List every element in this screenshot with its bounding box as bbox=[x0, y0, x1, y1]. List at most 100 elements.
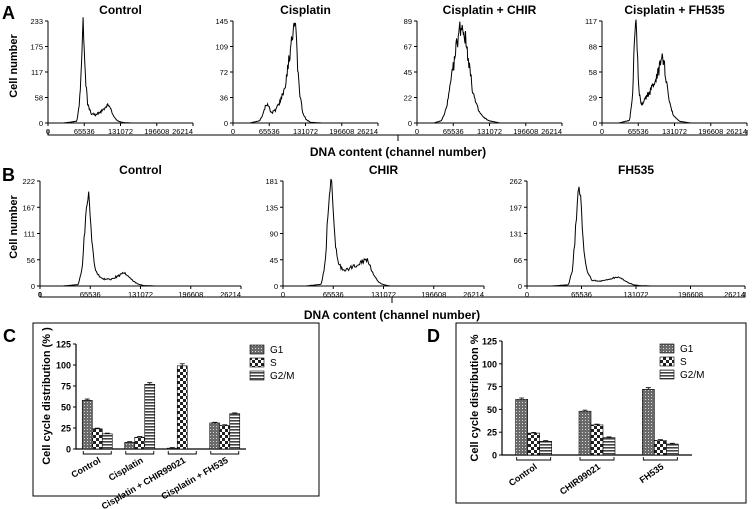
histogram-trace bbox=[418, 21, 550, 124]
x-tick-label: 65536 bbox=[80, 290, 101, 299]
bar-s-3 bbox=[219, 425, 231, 450]
panel-d-frame bbox=[455, 322, 747, 504]
error-bar bbox=[94, 427, 100, 429]
histogram-axes bbox=[232, 21, 378, 124]
y-tick-label: 111 bbox=[24, 230, 35, 239]
bar-g1-0 bbox=[515, 399, 528, 456]
bar-s-1 bbox=[134, 436, 146, 450]
y-tick-label: 131 bbox=[509, 230, 522, 239]
x-tick-label: 65536 bbox=[571, 290, 592, 299]
histogram-a-cisplatin-fh535: Cisplatin + FH535 0 29 58 88 117 0 65536 131072 1… bbox=[585, 3, 748, 136]
histogram-a-cisplatin-chir: Cisplatin + CHIR 0 22 45 67 89 0 65536 131072 196… bbox=[404, 3, 563, 136]
panel-label-d: D bbox=[427, 326, 440, 346]
x-tick-label: 65536 bbox=[259, 127, 280, 136]
error-bar bbox=[594, 423, 600, 425]
error-bar bbox=[232, 412, 238, 414]
x-tick-label: 131072 bbox=[662, 127, 687, 136]
x-tick-label: 26214 bbox=[724, 290, 745, 299]
bar-g1-3 bbox=[209, 422, 221, 450]
x-tick-label: 26214 bbox=[357, 127, 378, 136]
panel-b-bracket bbox=[39, 292, 746, 303]
panel-a-bracket bbox=[47, 130, 748, 141]
x-tick-label: 0 bbox=[46, 127, 50, 136]
bar-s-2 bbox=[176, 365, 188, 450]
x-tick-label: 196608 bbox=[329, 127, 354, 136]
x-tick-label: 131072 bbox=[108, 127, 133, 136]
error-bar bbox=[222, 424, 228, 426]
panel-c-frame bbox=[32, 322, 320, 497]
y-tick-label: 100 bbox=[482, 359, 497, 369]
legend-swatch bbox=[249, 370, 265, 381]
y-tick-label: 25 bbox=[61, 424, 71, 434]
x-tick-label: 131072 bbox=[477, 127, 502, 136]
x-tick-label: 26214 bbox=[541, 127, 562, 136]
error-bar bbox=[212, 421, 218, 423]
x-tick-label: 65536 bbox=[74, 127, 95, 136]
panel-b-y-label: Cell number bbox=[8, 195, 20, 259]
legend-swatch bbox=[249, 357, 265, 368]
legend-label: G2/M bbox=[270, 371, 294, 382]
legend-label: G2/M bbox=[680, 370, 704, 381]
histogram-title: Cisplatin bbox=[280, 3, 331, 17]
histogram-axes bbox=[282, 181, 484, 287]
panel-a-x-label: DNA content (channel number) bbox=[310, 145, 486, 159]
y-tick-label: 0 bbox=[593, 119, 597, 128]
x-tick-label: 0 bbox=[231, 127, 235, 136]
bar-g1-2 bbox=[642, 389, 655, 456]
y-tick-label: 50 bbox=[61, 403, 71, 413]
error-bar bbox=[543, 440, 549, 442]
histogram-trace bbox=[41, 191, 231, 287]
y-tick-label: 89 bbox=[404, 17, 412, 26]
y-tick-label: 0 bbox=[408, 119, 412, 128]
y-tick-label: 0 bbox=[31, 282, 35, 291]
x-tick-label: 196608 bbox=[178, 290, 203, 299]
y-tick-label: 175 bbox=[30, 43, 43, 52]
y-tick-label: 233 bbox=[30, 17, 43, 26]
y-tick-label: 45 bbox=[404, 68, 412, 77]
y-tick-label: 29 bbox=[589, 94, 597, 103]
bar-s-0 bbox=[91, 428, 103, 450]
legend-swatch bbox=[659, 369, 675, 380]
y-tick-label: 0 bbox=[39, 119, 43, 128]
bar-g2m-0 bbox=[101, 433, 113, 450]
histogram-b-chir: CHIR 0 45 90 135 181 0 65536 131072 196608 26214 bbox=[265, 163, 485, 299]
histogram-trace bbox=[234, 22, 366, 124]
bar-s-1 bbox=[590, 424, 604, 456]
x-tick-label: 26214 bbox=[172, 127, 193, 136]
x-tick-label: 196608 bbox=[421, 290, 446, 299]
group-bracket bbox=[82, 451, 112, 455]
histogram-title: CHIR bbox=[369, 163, 399, 177]
category-label: Cisplatin bbox=[107, 455, 145, 483]
x-tick-label: 26214 bbox=[463, 290, 484, 299]
bar-g2m-0 bbox=[539, 441, 552, 456]
group-bracket bbox=[579, 457, 615, 461]
y-tick-label: 72 bbox=[220, 68, 228, 77]
y-tick-label: 222 bbox=[22, 177, 35, 186]
histogram-trace bbox=[528, 186, 735, 287]
x-tick-label: 131072 bbox=[371, 290, 396, 299]
group-bracket bbox=[125, 451, 155, 455]
legend-label: S bbox=[270, 358, 277, 369]
bar-g2m-1 bbox=[144, 384, 156, 450]
error-bar bbox=[669, 442, 675, 445]
bar-chart-d: Cell cycle distribution % 0 25 50 75 100 125 Co… bbox=[469, 334, 704, 496]
bar-chart-c: Cell cycle distribution (% ) 0 25 50 75 100 12… bbox=[41, 327, 294, 509]
histogram-axes bbox=[39, 181, 241, 287]
y-tick-label: 90 bbox=[270, 230, 278, 239]
bar-g2m-1 bbox=[602, 437, 616, 456]
legend-swatch bbox=[659, 343, 675, 354]
histogram-title: Control bbox=[99, 3, 142, 17]
histogram-axes bbox=[526, 181, 745, 287]
x-tick-label: 0 bbox=[38, 290, 42, 299]
y-tick-label: 88 bbox=[589, 43, 597, 52]
panel-b-x-label: DNA content (channel number) bbox=[304, 308, 480, 322]
y-tick-label: 0 bbox=[274, 282, 278, 291]
error-bar bbox=[179, 363, 185, 366]
error-bar bbox=[137, 436, 143, 438]
x-tick-label: 131072 bbox=[293, 127, 318, 136]
histogram-title: Cisplatin + FH535 bbox=[624, 3, 725, 17]
x-tick-label: 0 bbox=[525, 290, 529, 299]
histogram-b-fh535: FH535 0 66 131 197 262 0 65536 131072 196608 26214 bbox=[509, 163, 746, 299]
error-bar bbox=[84, 398, 90, 401]
